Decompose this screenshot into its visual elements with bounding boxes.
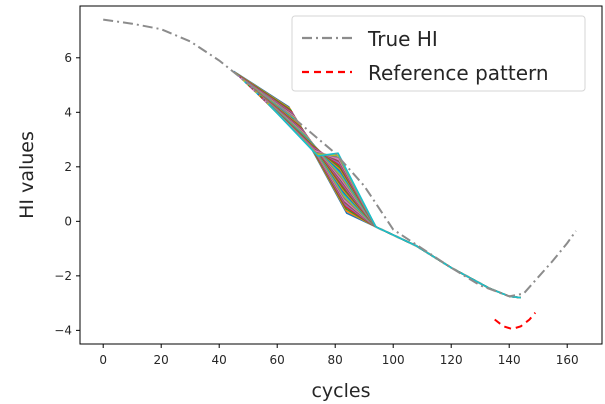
x-tick-label: 120 bbox=[440, 353, 463, 367]
legend-box bbox=[291, 15, 586, 92]
trajectory-line bbox=[266, 102, 521, 299]
trajectory-line bbox=[267, 103, 521, 299]
legend-reference-label: Reference pattern bbox=[368, 61, 549, 85]
y-tick-label: 2 bbox=[64, 160, 72, 174]
legend: True HI Reference pattern bbox=[291, 15, 586, 92]
x-tick-label: 80 bbox=[328, 353, 343, 367]
y-tick-label: 4 bbox=[64, 105, 72, 119]
x-tick-label: 40 bbox=[212, 353, 227, 367]
legend-true-hi-label: True HI bbox=[367, 27, 438, 51]
y-tick-label: −2 bbox=[54, 269, 72, 283]
x-axis: 0 20 40 60 80 100 120 140 160 bbox=[99, 344, 579, 367]
x-tick-label: 160 bbox=[556, 353, 579, 367]
x-tick-label: 60 bbox=[270, 353, 285, 367]
true-hi-line bbox=[103, 18, 577, 298]
trajectory-line bbox=[247, 84, 521, 299]
y-tick-label: 0 bbox=[64, 214, 72, 228]
x-tick-label: 20 bbox=[154, 353, 169, 367]
x-tick-label: 100 bbox=[382, 353, 405, 367]
x-tick-label: 0 bbox=[99, 353, 107, 367]
y-tick-label: −4 bbox=[54, 323, 72, 337]
trajectory-line bbox=[246, 83, 521, 299]
y-axis: −4 −2 0 2 4 6 bbox=[54, 51, 80, 337]
y-axis-label: HI values bbox=[16, 131, 38, 219]
series-layer bbox=[103, 18, 577, 331]
predicted-trajectories bbox=[233, 70, 521, 299]
plot-frame bbox=[79, 5, 603, 345]
reference-pattern-line bbox=[494, 312, 537, 331]
x-axis-label: cycles bbox=[311, 380, 370, 402]
x-tick-label: 140 bbox=[498, 353, 521, 367]
y-tick-label: 6 bbox=[64, 51, 72, 65]
